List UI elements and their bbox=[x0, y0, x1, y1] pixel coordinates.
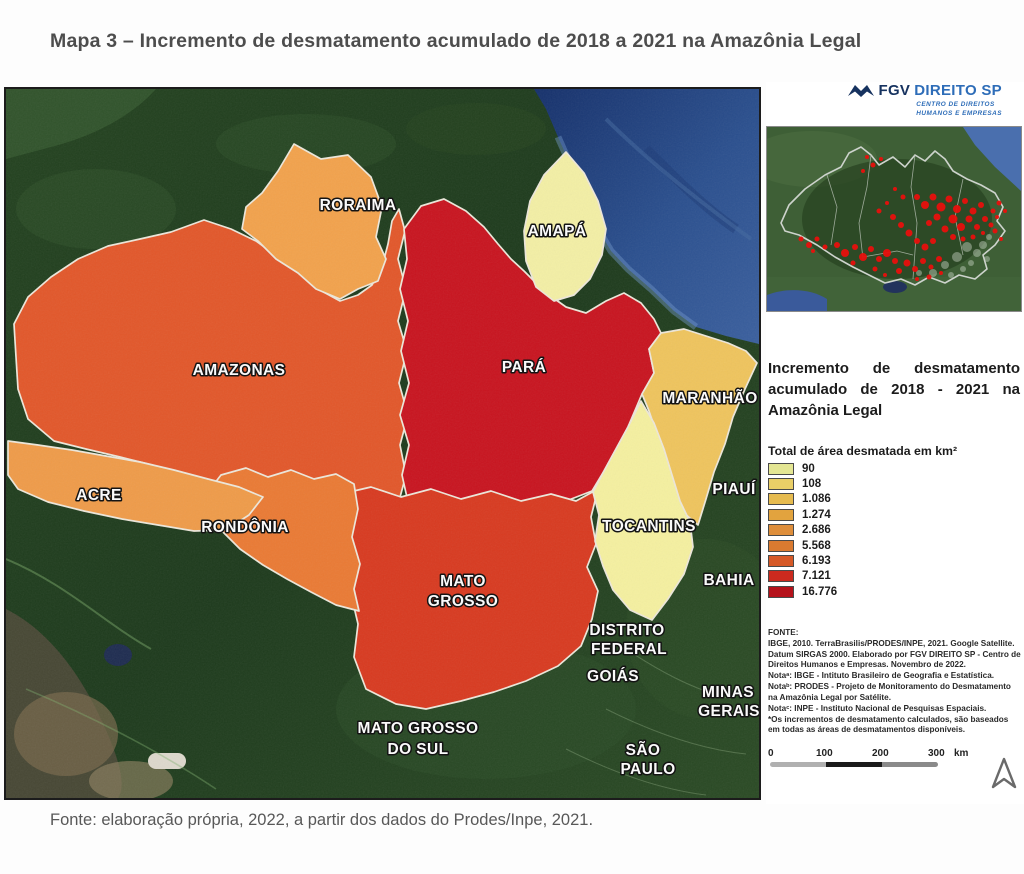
source-line: IBGE, 2010. TerraBrasilis/PRODES/INPE, 2… bbox=[768, 638, 1015, 648]
legend-subtitle: Total de área desmatada em km² bbox=[768, 444, 958, 458]
legend-swatch bbox=[768, 478, 794, 491]
label-minas-gerais-line2: GERAIS bbox=[698, 703, 759, 720]
page-caption: Fonte: elaboração própria, 2022, a parti… bbox=[50, 811, 594, 829]
inset-overview-map bbox=[747, 126, 1022, 312]
label-distrito-federal-line2: FEDERAL bbox=[591, 641, 667, 658]
source-notes: FONTE: IBGE, 2010. TerraBrasilis/PRODES/… bbox=[768, 628, 1022, 736]
label-roraima: RORAIMA bbox=[320, 197, 397, 214]
label-mato-grosso-do-sul-line1: MATO GROSSO bbox=[358, 720, 479, 737]
side-panel: FGV DIREITO SP CENTRO DE DIREITOS HUMANO… bbox=[747, 82, 1024, 804]
fgv-logo-school: DIREITO SP bbox=[914, 82, 1002, 99]
scale-bar-line bbox=[770, 762, 938, 767]
legend-swatch bbox=[768, 570, 794, 583]
legend-value: 1.086 bbox=[802, 493, 831, 506]
page-title: Mapa 3 – Incremento de desmatamento acum… bbox=[50, 30, 862, 52]
legend-swatch bbox=[768, 539, 794, 552]
label-minas-gerais-line1: MINAS bbox=[702, 684, 754, 701]
legend-value: 16.776 bbox=[802, 585, 838, 598]
label-bahia: BAHIA bbox=[703, 572, 754, 589]
label-tocantins: TOCANTINS bbox=[602, 518, 696, 535]
legend-row: 108 bbox=[768, 476, 1020, 491]
fgv-logo: FGV DIREITO SP CENTRO DE DIREITOS HUMANO… bbox=[844, 82, 1002, 118]
legend-swatch bbox=[768, 585, 794, 598]
scale-unit: km bbox=[954, 748, 969, 759]
source-line: Notaᵇ: PRODES - Projeto de Monitoramento… bbox=[768, 682, 1011, 702]
legend-swatch bbox=[768, 508, 794, 521]
fgv-logo-center-line1: CENTRO DE DIREITOS bbox=[916, 101, 995, 108]
label-goias: GOIÁS bbox=[587, 668, 639, 685]
scale-tick: 200 bbox=[872, 748, 889, 759]
legend-row: 90 bbox=[768, 461, 1020, 476]
label-mato-grosso-line1: MATO bbox=[440, 573, 486, 590]
inset-map-svg bbox=[747, 127, 1021, 311]
legend-row: 2.686 bbox=[768, 523, 1020, 538]
north-arrow-icon bbox=[988, 754, 1020, 797]
inset-cleared-texture bbox=[916, 234, 992, 278]
scale-tick: 0 bbox=[768, 748, 774, 759]
main-map: RORAIMA AMAPÁ AMAZONAS PARÁ MARANHÃO ACR… bbox=[4, 87, 786, 801]
amazonia-legal-outline bbox=[780, 146, 1006, 286]
legend-value: 5.568 bbox=[802, 539, 831, 552]
source-line: Datum SIRGAS 2000. Elaborado por FGV DIR… bbox=[768, 649, 1021, 670]
legend-row: 16.776 bbox=[768, 584, 1020, 599]
source-line: *Os incrementos de desmatamento calculad… bbox=[768, 714, 1009, 735]
scale-tick: 300 bbox=[928, 748, 945, 759]
label-distrito-federal-line1: DISTRITO bbox=[589, 622, 664, 639]
legend-row: 5.568 bbox=[768, 538, 1020, 553]
label-acre: ACRE bbox=[76, 487, 122, 504]
scale-tick: 100 bbox=[816, 748, 833, 759]
label-mato-grosso-do-sul-line2: DO SUL bbox=[388, 741, 449, 758]
legend-title: Incremento de desmatamento acumulado de … bbox=[768, 360, 1020, 419]
source-line: Notaᶜ: INPE - Instituto Nacional de Pesq… bbox=[768, 703, 987, 713]
legend-row: 7.121 bbox=[768, 569, 1020, 584]
label-amazonas: AMAZONAS bbox=[193, 362, 286, 379]
label-maranhao: MARANHÃO bbox=[662, 389, 757, 407]
fgv-logo-mark bbox=[847, 85, 874, 97]
legend-value: 2.686 bbox=[802, 524, 831, 537]
inset-deforestation-patches bbox=[798, 155, 1007, 281]
label-rondonia: RONDÔNIA bbox=[201, 518, 289, 536]
legend-row: 6.193 bbox=[768, 553, 1020, 568]
legend-value: 6.193 bbox=[802, 555, 831, 568]
legend-value: 90 bbox=[802, 462, 815, 475]
label-amapa: AMAPÁ bbox=[528, 223, 587, 240]
legend-row: 1.086 bbox=[768, 492, 1020, 507]
legend-value: 1.274 bbox=[802, 508, 831, 521]
scale-bar: 0 100 200 300 km bbox=[768, 748, 988, 774]
legend-row: 1.274 bbox=[768, 507, 1020, 522]
label-sao-paulo-line1: SÃO bbox=[626, 741, 661, 759]
legend-value: 108 bbox=[802, 478, 822, 491]
main-map-svg: RORAIMA AMAPÁ AMAZONAS PARÁ MARANHÃO ACR… bbox=[5, 89, 786, 801]
fgv-logo-center-line2: HUMANOS E EMPRESAS bbox=[916, 109, 1002, 117]
fgv-logo-org: FGV bbox=[878, 82, 911, 99]
label-sao-paulo-line2: PAULO bbox=[620, 761, 675, 778]
legend-swatch bbox=[768, 462, 794, 475]
label-para: PARÁ bbox=[502, 359, 546, 376]
grain-overlay bbox=[6, 89, 759, 798]
source-line: Notaᵃ: IBGE - Intituto Brasileiro de Geo… bbox=[768, 671, 995, 681]
label-mato-grosso-line2: GROSSO bbox=[428, 593, 498, 610]
legend-swatch bbox=[768, 555, 794, 568]
legend-swatch bbox=[768, 524, 794, 537]
source-line: FONTE: bbox=[768, 628, 799, 637]
legend-swatch bbox=[768, 493, 794, 506]
legend-value: 7.121 bbox=[802, 570, 831, 583]
legend-items: 90 108 1.086 1.274 2.686 5.568 bbox=[768, 461, 1020, 600]
label-piaui: PIAUÍ bbox=[712, 481, 756, 498]
